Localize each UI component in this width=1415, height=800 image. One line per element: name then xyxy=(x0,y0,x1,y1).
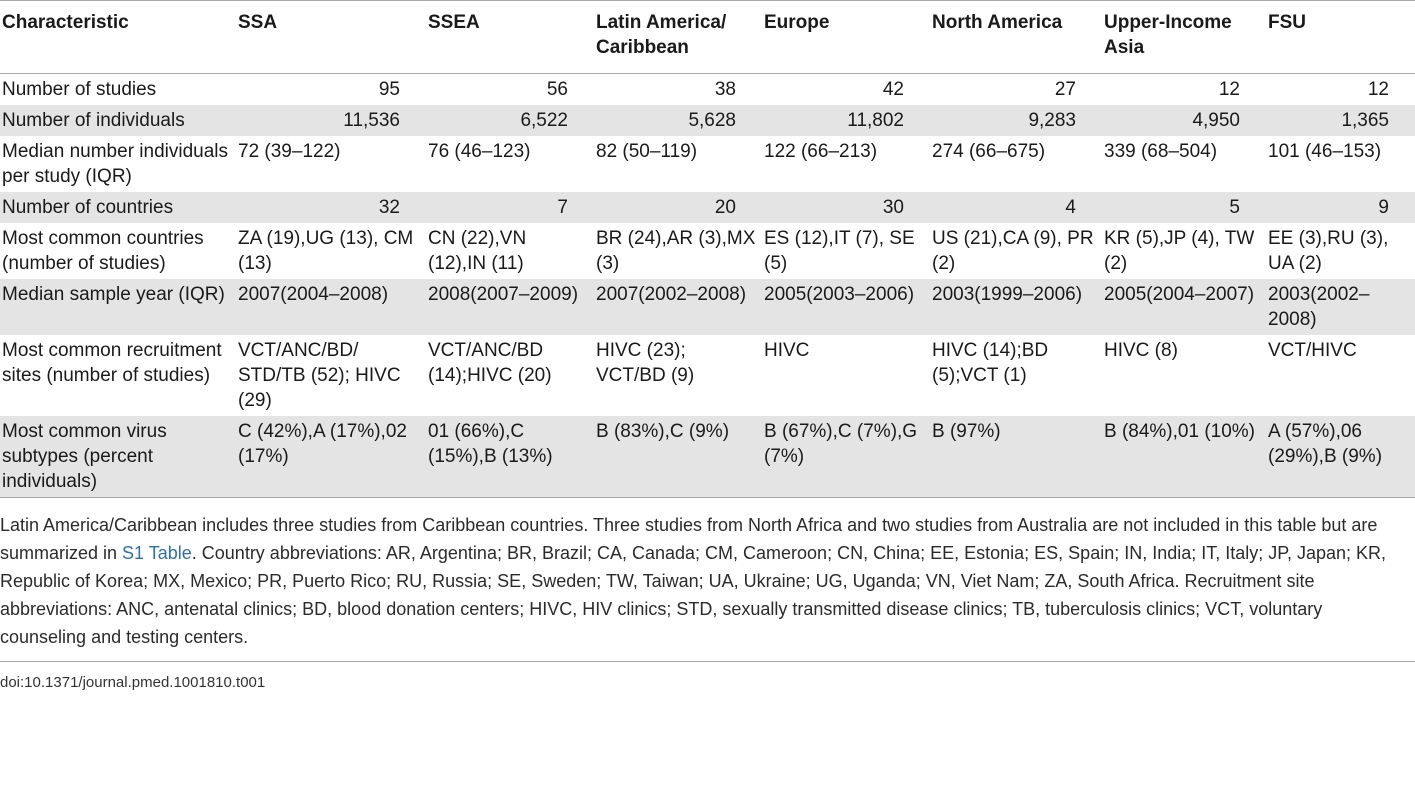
table-cell: 12 xyxy=(1367,79,1389,100)
table-cell: 7 xyxy=(426,192,594,223)
header-fsu: FSU xyxy=(1268,12,1306,33)
table-cell: 5,628 xyxy=(594,105,762,136)
row-label: Most common countries (number of studies… xyxy=(2,228,204,274)
table-cell: 76 (46–123) xyxy=(428,141,531,162)
table-cell: 122 (66–213) xyxy=(764,141,878,162)
table-cell: 20 xyxy=(594,192,762,223)
table-cell: 72 (39–122) xyxy=(238,141,341,162)
table-row: Median sample year (IQR) 2007(2004–2008) 2… xyxy=(0,279,1415,335)
table-cell: US (21),CA (9), PR (2) xyxy=(932,228,1094,274)
table-cell: HIVC xyxy=(764,340,810,361)
header-characteristic: Characteristic xyxy=(2,12,129,33)
row-label: Number of studies xyxy=(2,79,157,100)
table-cell: ZA (19),UG (13), CM (13) xyxy=(238,228,414,274)
table-cell: 11,802 xyxy=(762,105,930,136)
header-north-america: North America xyxy=(932,12,1063,33)
table-cell: VCT/ANC/BD/ STD/TB (52); HIVC (29) xyxy=(238,340,401,411)
table-footnote: Latin America/Caribbean includes three s… xyxy=(0,511,1415,651)
table-row: Median number individuals per study (IQR… xyxy=(0,136,1415,192)
divider xyxy=(0,661,1415,662)
table-cell: BR (24),AR (3),MX (3) xyxy=(596,228,756,274)
table-cell: 4,950 xyxy=(1102,105,1266,136)
table-cell: A (57%),06 (29%),B (9%) xyxy=(1266,416,1415,498)
table-cell: KR (5),JP (4), TW (2) xyxy=(1104,228,1255,274)
table-cell: B (67%),C (7%),G (7%) xyxy=(762,416,930,498)
row-label: Median sample year (IQR) xyxy=(0,279,236,335)
table-header-row: Characteristic SSA SSEA Latin America/ C… xyxy=(0,0,1415,74)
table-cell: B (97%) xyxy=(930,416,1102,498)
table-cell: EE (3),RU (3), UA (2) xyxy=(1268,228,1389,274)
table-cell: 101 (46–153) xyxy=(1268,141,1382,162)
doi-label: doi:10.1371/journal.pmed.1001810.t001 xyxy=(0,674,266,691)
header-europe: Europe xyxy=(764,12,830,33)
table-cell: B (84%),01 (10%) xyxy=(1102,416,1266,498)
table-cell: 11,536 xyxy=(236,105,426,136)
table-cell: 2003(2002–2008) xyxy=(1266,279,1415,335)
header-upper-income-asia: Upper-Income Asia xyxy=(1104,12,1232,58)
table-cell: ES (12),IT (7), SE (5) xyxy=(764,228,915,274)
table-cell: 2008(2007–2009) xyxy=(426,279,594,335)
table-row: Number of individuals 11,536 6,522 5,628 11,… xyxy=(0,105,1415,136)
row-label: Number of individuals xyxy=(0,105,236,136)
table-cell: 56 xyxy=(546,79,568,100)
table-cell: CN (22),VN (12),IN (11) xyxy=(428,228,527,274)
table-cell: HIVC (14);BD (5);VCT (1) xyxy=(932,340,1049,386)
table-cell: HIVC (23); VCT/BD (9) xyxy=(596,340,695,386)
row-label: Number of countries xyxy=(0,192,236,223)
row-label: Median number individuals per study (IQR… xyxy=(2,141,229,187)
table-cell: 274 (66–675) xyxy=(932,141,1046,162)
table-cell: 1,365 xyxy=(1266,105,1415,136)
table-cell: 95 xyxy=(378,79,400,100)
table-cell: 5 xyxy=(1102,192,1266,223)
table-cell: 339 (68–504) xyxy=(1104,141,1218,162)
table-cell: HIVC (8) xyxy=(1104,340,1178,361)
footnote-text-1: Latin America/Caribbean includes three s… xyxy=(0,515,1378,563)
table-row: Number of countries 32 7 20 30 4 5 9 xyxy=(0,192,1415,223)
table-cell: 38 xyxy=(714,79,736,100)
table-cell: 01 (66%),C (15%),B (13%) xyxy=(426,416,594,498)
table-row: Most common recruitment sites (number of… xyxy=(0,335,1415,416)
table-cell: 12 xyxy=(1218,79,1240,100)
table-cell: 2005(2004–2007) xyxy=(1102,279,1266,335)
table-cell: 30 xyxy=(762,192,930,223)
table-cell: B (83%),C (9%) xyxy=(594,416,762,498)
table-cell: 32 xyxy=(236,192,426,223)
row-label: Most common recruitment sites (number of… xyxy=(2,340,222,386)
table-cell: 42 xyxy=(882,79,904,100)
table-row: Most common virus subtypes (percent indi… xyxy=(0,416,1415,498)
s1-table-link[interactable]: S1 Table xyxy=(122,543,192,563)
footnote-text-2: . Country abbreviations: AR, Argentina; … xyxy=(0,543,1387,647)
table-cell: 9 xyxy=(1266,192,1415,223)
table-cell: 27 xyxy=(1054,79,1076,100)
table-cell: 2007(2004–2008) xyxy=(236,279,426,335)
table-cell: 6,522 xyxy=(426,105,594,136)
table-row: Number of studies 95 56 38 42 27 12 12 xyxy=(0,74,1415,106)
header-latin-america: Latin America/ Caribbean xyxy=(596,12,727,58)
header-ssa: SSA xyxy=(238,12,278,33)
table-cell: C (42%),A (17%),02 (17%) xyxy=(236,416,426,498)
header-ssea: SSEA xyxy=(428,12,480,33)
table-cell: VCT/ANC/BD (14);HIVC (20) xyxy=(428,340,552,386)
table-body: Number of studies 95 56 38 42 27 12 12 Number of… xyxy=(0,74,1415,498)
table-cell: 9,283 xyxy=(930,105,1102,136)
table-cell: 2007(2002–2008) xyxy=(594,279,762,335)
table-cell: 4 xyxy=(930,192,1102,223)
table-row: Most common countries (number of studies… xyxy=(0,223,1415,279)
table-cell: 2003(1999–2006) xyxy=(930,279,1102,335)
table-cell: 82 (50–119) xyxy=(596,141,698,162)
table-cell: 2005(2003–2006) xyxy=(762,279,930,335)
row-label: Most common virus subtypes (percent indi… xyxy=(0,416,236,498)
characteristics-table: Characteristic SSA SSEA Latin America/ C… xyxy=(0,0,1415,498)
table-cell: VCT/HIVC xyxy=(1268,340,1357,361)
